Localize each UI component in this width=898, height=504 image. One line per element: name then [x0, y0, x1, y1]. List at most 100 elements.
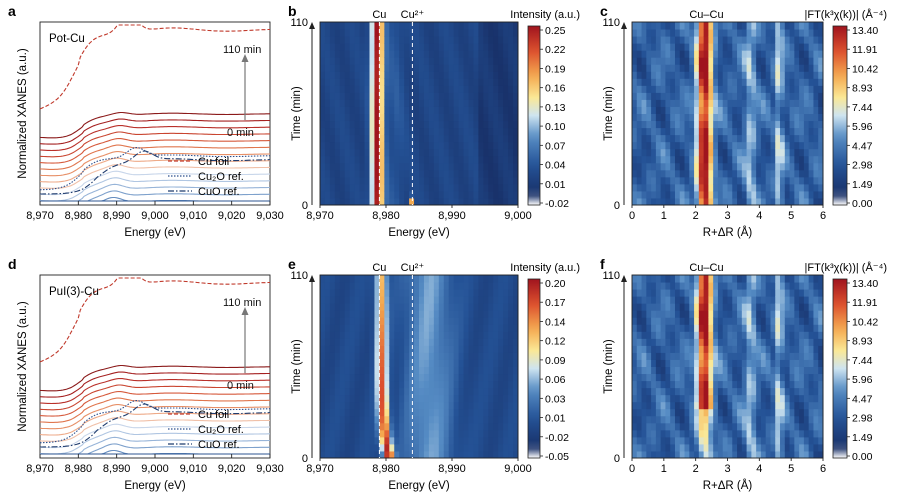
heatmap-cell: [389, 113, 395, 122]
heatmap-cell: [478, 99, 484, 107]
heatmap-cell: [369, 429, 375, 438]
heatmap-cell: [703, 394, 709, 403]
heatmap-cell: [423, 429, 430, 438]
heatmap-cell: [665, 92, 671, 100]
heatmap-cell: [463, 429, 469, 438]
heatmap-cell: [756, 43, 762, 51]
heatmap-cell: [428, 296, 435, 304]
heatmap-cell: [794, 366, 800, 375]
heatmap-cell: [808, 429, 814, 438]
heatmap-cell: [641, 331, 647, 339]
heatmap-cell: [722, 324, 729, 332]
heatmap-cell: [463, 134, 469, 143]
heatmap-cell: [818, 387, 824, 396]
heatmap-cell: [468, 289, 474, 297]
heatmap-cell: [339, 99, 346, 107]
heatmap-cell: [641, 387, 647, 396]
heatmap-cell: [694, 22, 700, 30]
heatmap-cell: [483, 317, 489, 325]
heatmap-cell: [751, 296, 757, 304]
heatmap-cell: [334, 359, 341, 367]
heatmap-cell: [414, 331, 420, 339]
heatmap-cell: [717, 50, 724, 58]
heatmap-cell: [324, 275, 331, 283]
heatmap-cell: [349, 169, 356, 178]
heatmap-cell: [409, 113, 415, 122]
heatmap-cell: [448, 155, 455, 164]
heatmap-cell: [394, 155, 400, 164]
heatmap-cell: [737, 134, 743, 143]
heatmap-cell: [632, 331, 638, 339]
heatmap-cell: [438, 85, 445, 93]
heatmap-cell: [428, 380, 435, 389]
heatmap-cell: [324, 450, 331, 459]
heatmap-cell: [339, 92, 346, 100]
heatmap-cell: [789, 275, 795, 283]
heatmap-cell: [684, 366, 690, 375]
heatmap-cell: [334, 450, 341, 459]
heatmap-cell: [679, 50, 686, 58]
heatmap-cell: [799, 50, 805, 58]
heatmap-cell: [737, 450, 743, 459]
heatmap-cell: [751, 64, 757, 72]
heatmap-cell: [660, 415, 666, 424]
heatmap-cell: [414, 36, 420, 44]
heatmap-cell: [364, 176, 370, 185]
heatmap-cell: [784, 275, 791, 283]
heatmap-cell: [473, 106, 479, 114]
heatmap-cell: [374, 120, 380, 129]
heatmap-cell: [756, 303, 762, 311]
heatmap-cell: [780, 78, 786, 86]
heatmap-cell: [428, 190, 435, 199]
heatmap-cell: [646, 78, 652, 86]
heatmap-cell: [354, 106, 361, 114]
heatmap-cell: [409, 436, 415, 445]
heatmap-cell: [478, 134, 484, 143]
heatmap-cell: [813, 113, 819, 122]
heatmap-cell: [641, 127, 647, 136]
heatmap-cell: [818, 338, 824, 346]
heatmap-cell: [379, 169, 385, 178]
heatmap-cell: [665, 359, 671, 367]
heatmap-cell: [339, 415, 346, 424]
heatmap-cell: [478, 183, 484, 192]
heatmap-cell: [674, 148, 681, 157]
heatmap-cell: [632, 106, 638, 114]
heatmap-cell: [423, 324, 430, 332]
heatmap-cell: [708, 282, 714, 290]
heatmap-cell: [684, 436, 690, 445]
heatmap-cell: [737, 303, 743, 311]
heatmap-cell: [448, 422, 455, 431]
heatmap-cell: [794, 113, 800, 122]
heatmap-cell: [732, 71, 738, 79]
heatmap-cell: [384, 50, 390, 58]
heatmap-cell: [717, 162, 724, 171]
heatmap-cell: [379, 331, 385, 339]
x-tick-label: 9,000: [141, 463, 169, 475]
heatmap-cell: [674, 359, 681, 367]
heatmap-cell: [665, 85, 671, 93]
heatmap-cell: [722, 36, 729, 44]
heatmap-cell: [698, 429, 705, 438]
heatmap-cell: [641, 176, 647, 185]
heatmap-cell: [784, 71, 791, 79]
heatmap-cell: [818, 162, 824, 171]
heatmap-cell: [765, 92, 771, 100]
heatmap-cell: [448, 345, 455, 353]
heatmap-cell: [399, 331, 405, 339]
heatmap-cell: [665, 275, 671, 283]
heatmap-cell: [713, 338, 719, 346]
heatmap-cell: [765, 99, 771, 107]
heatmap-cell: [493, 190, 499, 199]
heatmap-cell: [364, 155, 370, 164]
heatmap-cell: [320, 338, 326, 346]
heatmap-cell: [369, 373, 375, 382]
heatmap-cell: [438, 373, 445, 382]
heatmap-cell: [394, 71, 400, 79]
heatmap-cell: [679, 359, 686, 367]
heatmap-cell: [636, 71, 643, 79]
x-axis-label: Energy (eV): [124, 480, 186, 492]
heatmap-cell: [775, 162, 781, 171]
heatmap-cell: [722, 282, 729, 290]
heatmap-cell: [394, 197, 400, 206]
